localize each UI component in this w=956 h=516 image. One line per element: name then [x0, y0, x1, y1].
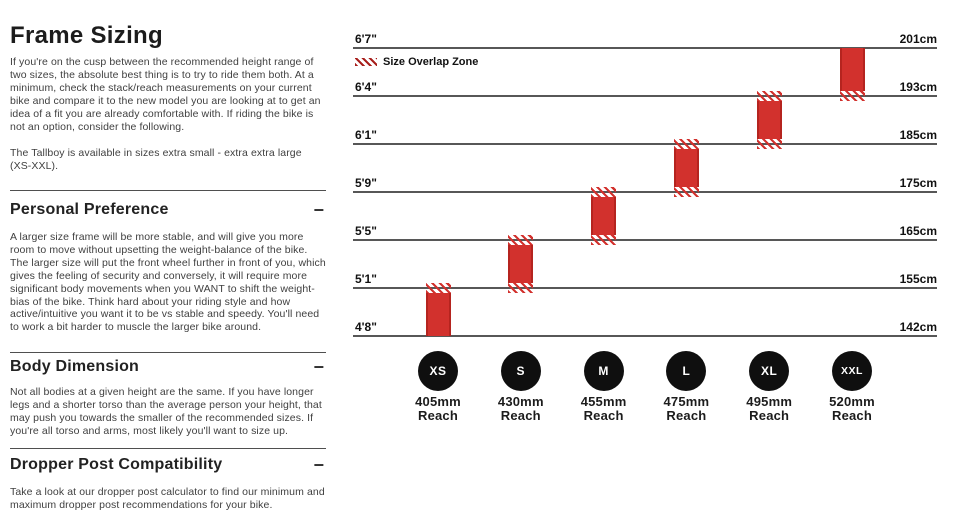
- info-column: Frame Sizing If you're on the cusp betwe…: [10, 0, 326, 516]
- overlap-zone-top: [591, 187, 617, 197]
- reach-label-l: 475mm Reach: [644, 395, 728, 423]
- height-label-cm: 185cm: [899, 128, 937, 142]
- reach-caption: Reach: [831, 408, 873, 423]
- reach-caption: Reach: [417, 408, 459, 423]
- size-range-bar-s: [508, 235, 534, 293]
- reach-caption: Reach: [666, 408, 707, 423]
- bar-solid: [673, 149, 699, 187]
- section-heading: Body Dimension: [10, 358, 140, 375]
- overlap-zone-top: [673, 139, 699, 149]
- section-divider: [10, 190, 326, 191]
- gridline: [353, 239, 937, 241]
- page-title: Frame Sizing: [10, 22, 163, 49]
- reach-caption: Reach: [749, 408, 790, 423]
- overlap-zone-bottom: [508, 283, 534, 293]
- gridline: [353, 287, 937, 289]
- size-circle-xxl: XXL: [832, 351, 872, 391]
- gridline: [353, 95, 937, 97]
- overlap-zone-bottom: [839, 91, 865, 101]
- size-range-bar-xxl: [839, 48, 865, 101]
- reach-label-xl: 495mm Reach: [727, 395, 811, 423]
- reach-value: 455mm: [580, 394, 627, 409]
- overlap-zone-top: [425, 283, 451, 293]
- reach-label-xxl: 520mm Reach: [810, 395, 894, 423]
- chart-legend: Size Overlap Zone: [355, 56, 478, 68]
- height-label-ft: 6'7": [355, 32, 377, 46]
- section-body-dropper-post: Take a look at our dropper post calculat…: [10, 486, 325, 511]
- height-label-cm: 175cm: [899, 176, 937, 190]
- collapse-icon: −: [313, 455, 324, 475]
- section-body-personal-preference: A larger size frame will be more stable,…: [10, 231, 326, 334]
- size-range-bar-l: [673, 139, 699, 197]
- gridline: [353, 143, 937, 145]
- bar-solid: [756, 101, 782, 139]
- overlap-zone-top: [756, 91, 782, 101]
- height-label-cm: 155cm: [899, 272, 937, 286]
- gridline: [353, 191, 937, 193]
- reach-value: 520mm: [829, 394, 875, 409]
- size-circle-xl: XL: [749, 351, 790, 391]
- availability-note: The Tallboy is available in sizes extra …: [10, 147, 302, 172]
- size-circle-m: M: [583, 351, 624, 391]
- gridline: [353, 47, 937, 49]
- bar-solid: [839, 48, 865, 91]
- overlap-zone-bottom: [673, 187, 699, 197]
- size-range-bar-xl: [756, 91, 782, 149]
- gridline: [353, 335, 937, 337]
- legend-label: Size Overlap Zone: [383, 56, 479, 68]
- size-label: M: [598, 364, 609, 378]
- height-label-cm: 193cm: [899, 80, 937, 94]
- bar-solid: [508, 245, 534, 283]
- height-label-ft: 5'9": [355, 176, 377, 190]
- collapse-icon: −: [313, 200, 324, 220]
- section-heading: Dropper Post Compatibility: [10, 456, 223, 473]
- reach-value: 495mm: [746, 394, 793, 409]
- section-heading: Personal Preference: [10, 201, 169, 218]
- section-divider: [10, 448, 326, 449]
- reach-value: 475mm: [663, 394, 710, 409]
- reach-label-xs: 405mm Reach: [396, 395, 480, 423]
- height-label-ft: 6'1": [355, 128, 377, 142]
- height-label-ft: 5'5": [355, 224, 377, 238]
- size-range-bar-xs: [425, 283, 451, 336]
- bar-solid: [591, 197, 617, 235]
- section-body-body-dimension: Not all bodies at a given height are the…: [10, 386, 322, 437]
- height-label-cm: 142cm: [899, 320, 937, 334]
- size-label: L: [682, 364, 691, 378]
- bar-solid: [425, 293, 451, 336]
- size-label: XL: [761, 364, 778, 378]
- overlap-zone-bottom: [591, 235, 617, 245]
- height-label-ft: 5'1": [355, 272, 377, 286]
- height-label-cm: 201cm: [899, 32, 937, 46]
- reach-value: 405mm: [415, 394, 461, 409]
- height-label-cm: 165cm: [899, 224, 937, 238]
- height-label-ft: 4'8": [355, 320, 377, 334]
- accordion-header-personal-preference[interactable]: Personal Preference −: [10, 201, 326, 219]
- size-label: S: [516, 364, 526, 378]
- accordion-header-dropper-post[interactable]: Dropper Post Compatibility −: [10, 456, 326, 474]
- accordion-header-body-dimension[interactable]: Body Dimension −: [10, 358, 326, 376]
- overlap-zone-bottom: [756, 139, 782, 149]
- overlap-hatch-icon: [355, 58, 377, 66]
- height-label-ft: 6'4": [355, 80, 377, 94]
- reach-label-m: 455mm Reach: [562, 395, 646, 423]
- size-circle-xs: XS: [418, 351, 458, 391]
- overlap-zone-top: [508, 235, 534, 245]
- size-circle-l: L: [666, 351, 707, 391]
- reach-caption: Reach: [500, 408, 541, 423]
- section-divider: [10, 352, 326, 353]
- intro-paragraph: If you're on the cusp between the recomm…: [10, 56, 321, 133]
- size-label: XXL: [841, 365, 863, 377]
- reach-value: 430mm: [497, 394, 544, 409]
- size-circle-s: S: [500, 351, 541, 391]
- size-range-bar-m: [591, 187, 617, 245]
- size-label: XS: [429, 364, 447, 378]
- reach-caption: Reach: [583, 408, 624, 423]
- collapse-icon: −: [313, 357, 324, 377]
- reach-label-s: 430mm Reach: [479, 395, 563, 423]
